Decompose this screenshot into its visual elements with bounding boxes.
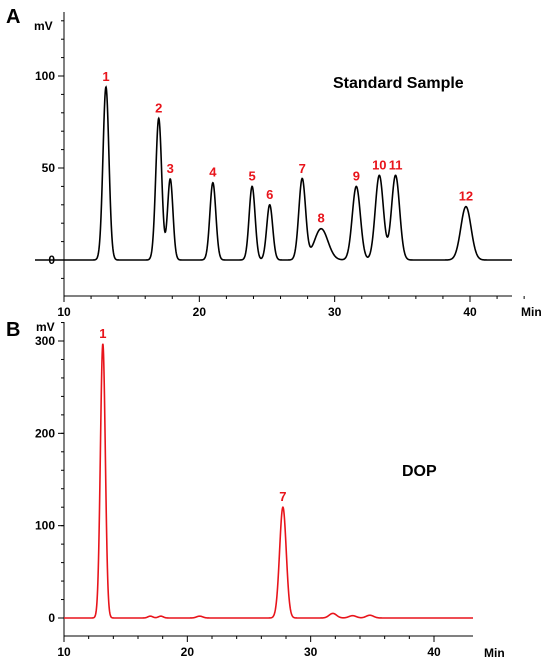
panel-b-title: DOP [402,463,437,480]
x-tick-label: 10 [57,645,71,659]
peak-label-4: 4 [209,165,217,180]
y-tick-label: 100 [35,69,55,83]
y-tick-label: 300 [35,334,55,348]
peak-label-2: 2 [155,100,162,115]
panel-a-trace [35,85,512,261]
panel-b-peak-labels: 17 [99,326,286,504]
panel-a-title: Standard Sample [333,75,464,92]
peak-label-9: 9 [353,168,360,183]
peak-label-12: 12 [459,189,473,204]
peak-label-8: 8 [318,211,325,226]
x-tick-label: 30 [304,645,318,659]
panel-b-x-unit: Min [484,646,505,660]
x-tick-label: 30 [328,305,342,319]
x-tick-label: 40 [427,645,441,659]
panel-b-trace [64,343,473,619]
y-tick-label: 200 [35,426,55,440]
y-tick-label: 100 [35,519,55,533]
peak-label-7: 7 [299,161,306,176]
peak-label-11: 11 [389,157,403,172]
panel-b-letter: B [6,319,20,341]
panel-b-ticks: 0 100 200 300 10 20 30 40 [35,322,441,659]
peak-label-1: 1 [99,326,106,341]
peak-label-1: 1 [102,69,109,84]
panel-a-y-unit: mV [34,19,53,33]
y-tick-label: 0 [48,611,55,625]
panel-a-letter: A [6,6,20,28]
panel-b-y-unit: mV [36,320,55,334]
x-tick-label: 20 [193,305,207,319]
peak-label-10: 10 [372,157,386,172]
x-tick-label: 40 [463,305,477,319]
x-tick-label: 10 [57,305,71,319]
peak-label-3: 3 [167,161,174,176]
y-tick-label: 50 [42,161,56,175]
peak-label-5: 5 [248,168,255,183]
peak-label-7: 7 [279,489,286,504]
peak-label-6: 6 [266,187,273,202]
panel-a-x-unit: Min [521,305,542,319]
x-tick-label: 20 [181,645,195,659]
